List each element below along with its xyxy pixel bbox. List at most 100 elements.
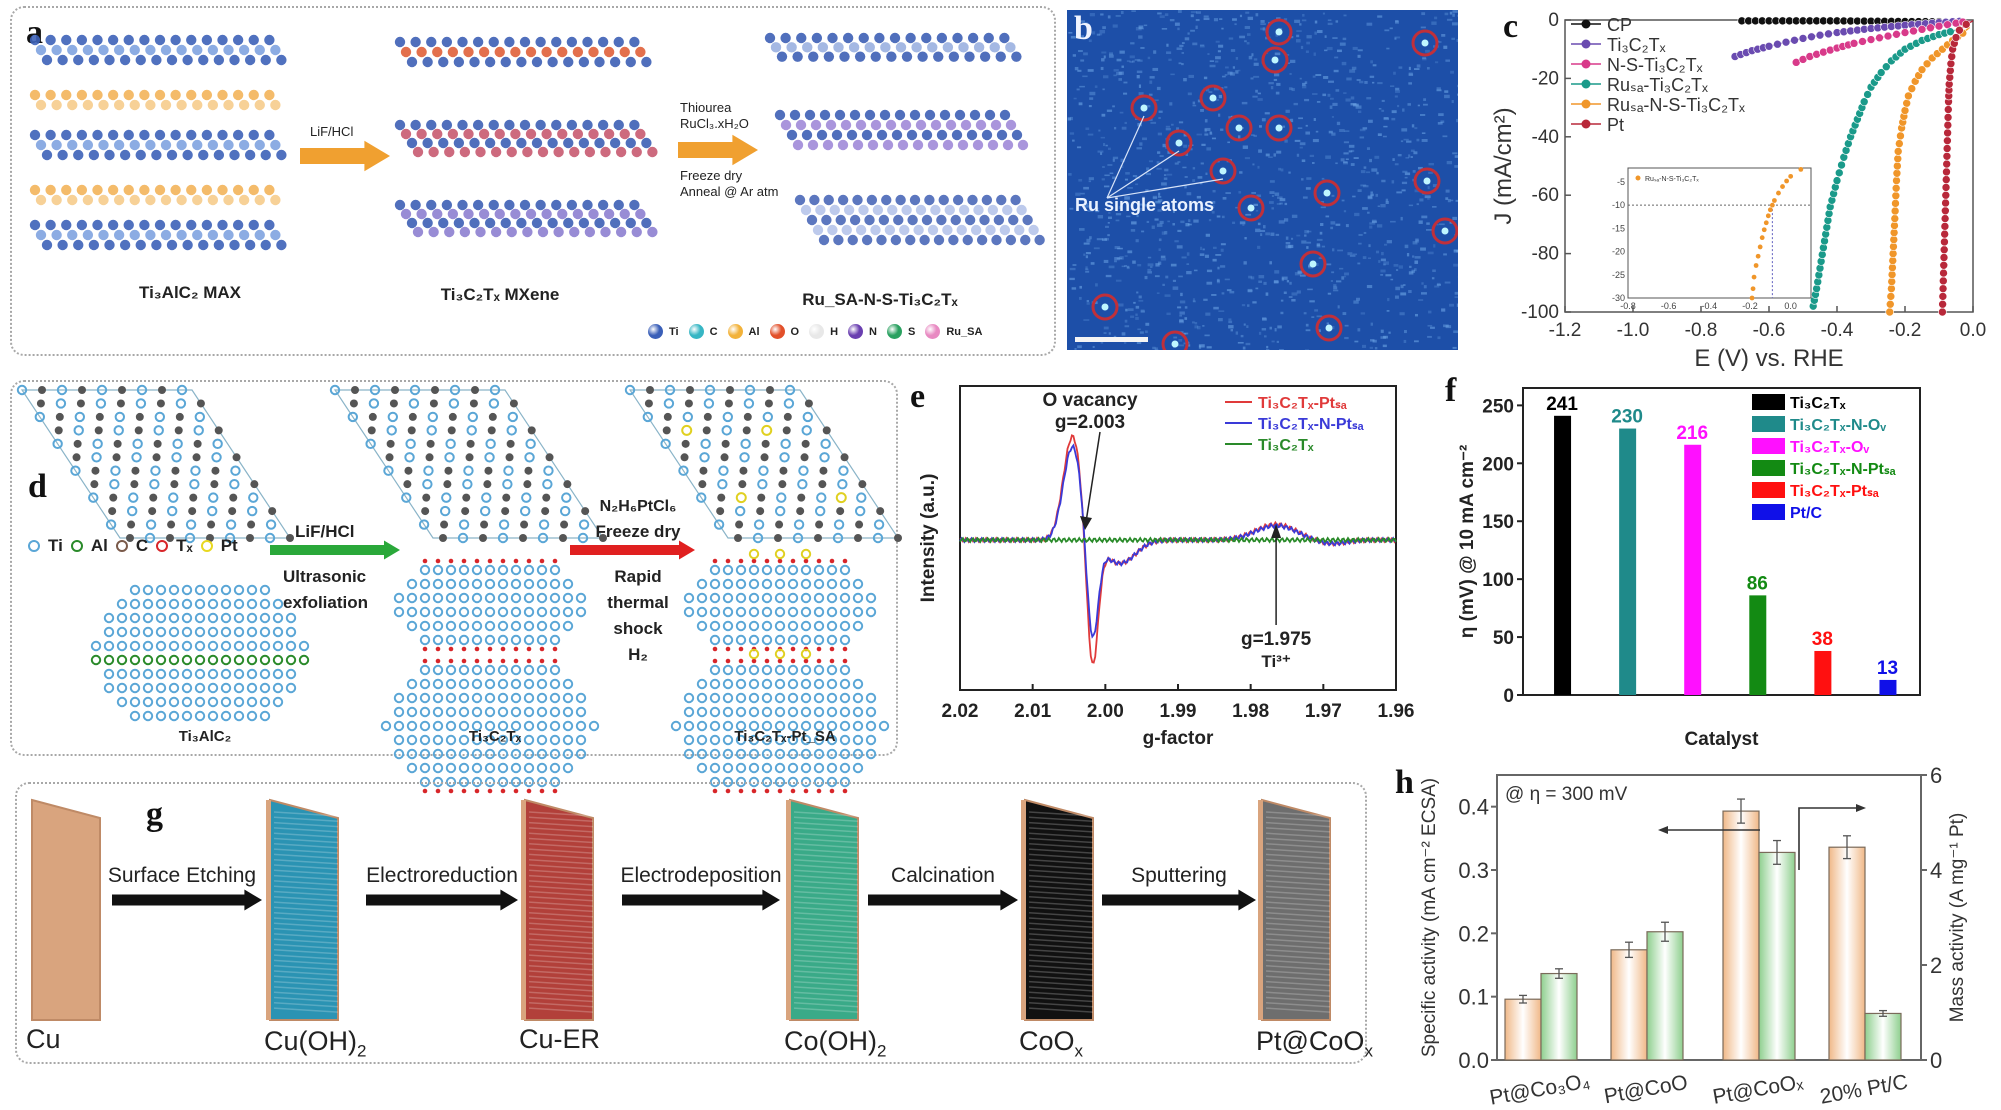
atom [531, 56, 543, 68]
plate-ridge [1265, 1007, 1331, 1013]
speckle [1357, 49, 1363, 52]
atom [629, 199, 640, 211]
speckle [1116, 71, 1122, 76]
speckle [1117, 303, 1124, 307]
atom [933, 234, 945, 246]
ti-atom [700, 438, 711, 450]
atom [722, 634, 734, 646]
atom [774, 706, 786, 718]
atom [683, 734, 695, 746]
atom [445, 634, 457, 646]
speckle [1235, 331, 1239, 335]
atom [129, 696, 141, 708]
speckle [1124, 178, 1129, 181]
c-atom [448, 412, 457, 421]
atom [116, 640, 128, 652]
atom [889, 32, 901, 44]
speckle [1142, 137, 1147, 141]
atom [447, 128, 459, 140]
speckle [1377, 15, 1383, 18]
speckle [1349, 255, 1356, 257]
tx-atom [803, 558, 809, 564]
atom [510, 734, 522, 746]
speckle [1121, 332, 1126, 336]
ti-atom [91, 452, 102, 463]
speckle [1316, 315, 1323, 318]
c-atom [742, 426, 751, 435]
speckle [1239, 35, 1246, 39]
atom [748, 720, 760, 732]
atom [484, 592, 496, 604]
speckle [1445, 197, 1449, 200]
atom [207, 99, 219, 111]
atom [270, 44, 281, 56]
atom [123, 129, 134, 141]
ti-atom [739, 452, 750, 463]
ti3alc2-top-view [16, 384, 294, 544]
atom [919, 234, 930, 246]
c-atom [130, 480, 139, 489]
speckle [1302, 82, 1306, 86]
plate-ridge [528, 943, 594, 950]
c-atom [876, 507, 885, 516]
c-atom [72, 453, 81, 462]
speckle [1126, 265, 1130, 268]
atom [254, 44, 265, 56]
atom [168, 612, 180, 624]
atom [151, 54, 162, 66]
speckle [1414, 260, 1419, 264]
speckle [1179, 44, 1184, 47]
atom [547, 217, 558, 229]
speckle [1156, 167, 1162, 170]
speckle [1145, 330, 1148, 334]
speckle [1396, 191, 1403, 194]
atom [510, 620, 522, 632]
legend-atom-label: O [790, 325, 800, 338]
atom [458, 606, 470, 618]
atom [394, 36, 406, 48]
atom [519, 119, 531, 131]
atom [696, 706, 708, 718]
atom [787, 634, 799, 646]
speckle [1317, 30, 1323, 34]
atom [463, 208, 474, 220]
speckle [1118, 78, 1123, 81]
atom [139, 34, 150, 46]
ru-atom [1209, 94, 1217, 102]
c-atom [720, 453, 729, 462]
atom [510, 634, 522, 646]
speckle [1289, 281, 1292, 285]
speckle [1405, 157, 1409, 159]
atom [939, 109, 951, 121]
atom [238, 99, 250, 111]
atom [276, 54, 287, 66]
speckle [1107, 164, 1113, 166]
ti-atom [113, 425, 124, 436]
atom [722, 762, 734, 774]
speckle [1245, 11, 1250, 14]
atom [882, 139, 894, 151]
tx-atom [777, 658, 783, 664]
speckle [1125, 308, 1128, 312]
speckle [1436, 87, 1441, 91]
atom [160, 99, 172, 111]
speckle [1445, 59, 1450, 62]
atom [921, 32, 932, 44]
process-step-label: Electroreduction [366, 864, 518, 887]
panel-b-stem-image [1067, 10, 1458, 350]
data-point [1832, 176, 1842, 185]
atom [459, 146, 471, 158]
plate-ridge [273, 975, 339, 982]
speckle [1211, 137, 1217, 140]
atom [911, 42, 922, 53]
ti-atom [365, 438, 376, 450]
ti-atom [229, 478, 240, 490]
speckle [1178, 121, 1184, 124]
panel-d-material-2: Ti₃C₂Tₓ [468, 728, 522, 745]
atom [35, 194, 47, 206]
speckle [1177, 27, 1180, 31]
plate-ridge [793, 890, 859, 897]
speckle [1178, 339, 1183, 342]
plate-ridge [793, 880, 859, 886]
speckle [1276, 203, 1281, 205]
